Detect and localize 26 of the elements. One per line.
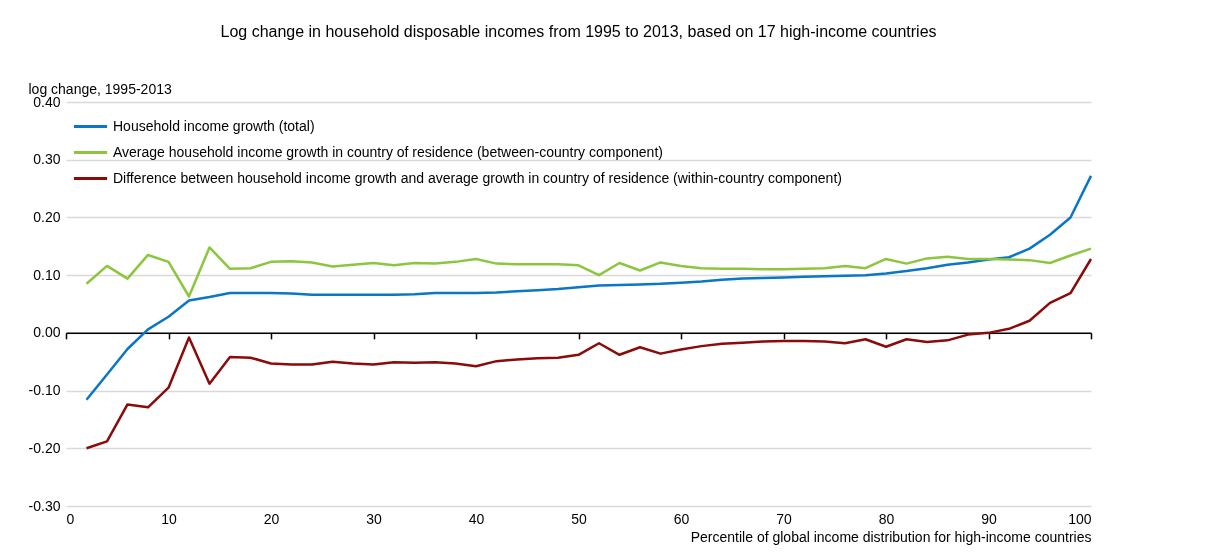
x-tick-label: 0 [66,510,75,527]
x-tick-label: 60 [673,510,690,527]
legend-label: Average household income growth in country of residence (between-country component) [113,143,663,160]
x-axis-title: Percentile of global income distribution for high-income countries [690,528,1092,545]
line-series [85,246,1093,298]
line-series [85,257,1093,450]
chart-title: Log change in household disposable incomes from 1995 to 2013, based on 17 high-income countries [220,23,937,40]
y-tick-label: 0.10 [33,266,61,283]
x-tick-label: 10 [161,510,177,527]
legend-label: Household income growth (total) [113,117,315,134]
y-tick-label: -0.30 [28,497,61,514]
y-tick-label: 0.30 [33,151,61,168]
y-tick-label: 0.00 [33,324,61,341]
legend-label: Difference between household income growth and average growth in country of residence (within-country component) [113,169,842,186]
x-tick-label: 30 [366,510,382,527]
x-tick-label: 40 [468,510,485,527]
x-tick-label: 80 [878,510,895,527]
x-tick-label: 20 [263,510,280,527]
x-tick-label: 50 [571,510,587,527]
x-tick-label: 90 [981,510,997,527]
y-tick-label: -0.20 [28,439,61,456]
y-tick-label: 0.20 [33,208,61,225]
x-tick-label: 100 [1068,510,1092,527]
x-tick-label: 70 [776,510,792,527]
line-series [85,174,1093,402]
y-tick-label: -0.10 [28,382,61,399]
